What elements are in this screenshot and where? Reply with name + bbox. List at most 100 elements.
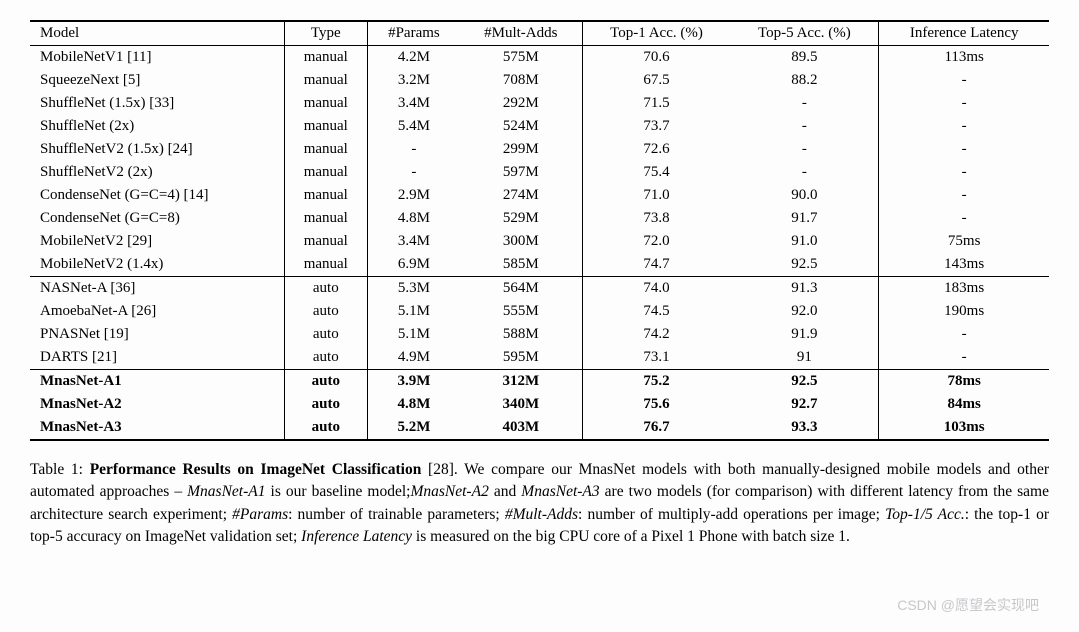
column-header: Model [30, 21, 284, 46]
table-cell: - [879, 323, 1049, 346]
table-cell: MnasNet-A1 [30, 370, 284, 394]
table-cell: auto [284, 323, 367, 346]
column-header: Inference Latency [879, 21, 1049, 46]
table-cell: MnasNet-A3 [30, 416, 284, 440]
table-cell: - [730, 115, 878, 138]
table-cell: 75ms [879, 230, 1049, 253]
table-cell: 71.0 [582, 184, 730, 207]
table-cell: MobileNetV2 [29] [30, 230, 284, 253]
table-cell: 183ms [879, 277, 1049, 301]
column-header: Top-1 Acc. (%) [582, 21, 730, 46]
table-cell: manual [284, 69, 367, 92]
table-row: DARTS [21]auto4.9M595M73.191- [30, 346, 1049, 370]
table-cell: ShuffleNet (2x) [30, 115, 284, 138]
table-cell: manual [284, 207, 367, 230]
table-cell: 2.9M [367, 184, 460, 207]
table-cell: 71.5 [582, 92, 730, 115]
caption-term-2: #Mult-Adds [505, 506, 578, 523]
table-body: MobileNetV1 [11]manual4.2M575M70.689.511… [30, 46, 1049, 441]
table-cell: 403M [460, 416, 582, 440]
table-cell: auto [284, 393, 367, 416]
table-cell: CondenseNet (G=C=8) [30, 207, 284, 230]
table-cell: - [879, 346, 1049, 370]
table-row: MnasNet-A2auto4.8M340M75.692.784ms [30, 393, 1049, 416]
table-cell: 91.3 [730, 277, 878, 301]
table-cell: manual [284, 138, 367, 161]
table-cell: 113ms [879, 46, 1049, 70]
table-cell: 597M [460, 161, 582, 184]
table-cell: SqueezeNext [5] [30, 69, 284, 92]
table-row: ShuffleNet (1.5x) [33]manual3.4M292M71.5… [30, 92, 1049, 115]
table-cell: 4.9M [367, 346, 460, 370]
table-cell: 3.4M [367, 92, 460, 115]
caption-text: and [489, 483, 521, 500]
table-cell: 585M [460, 253, 582, 277]
table-cell: 92.5 [730, 370, 878, 394]
table-cell: 5.2M [367, 416, 460, 440]
table-row: MnasNet-A3auto5.2M403M76.793.3103ms [30, 416, 1049, 440]
column-header: Type [284, 21, 367, 46]
table-cell: 93.3 [730, 416, 878, 440]
table-row: PNASNet [19]auto5.1M588M74.291.9- [30, 323, 1049, 346]
table-cell: auto [284, 346, 367, 370]
table-cell: 4.8M [367, 207, 460, 230]
table-cell: 5.1M [367, 300, 460, 323]
table-cell: 5.1M [367, 323, 460, 346]
table-cell: 88.2 [730, 69, 878, 92]
table-cell: - [730, 138, 878, 161]
table-header: ModelType#Params#Mult-AddsTop-1 Acc. (%)… [30, 21, 1049, 46]
table-row: ShuffleNetV2 (1.5x) [24]manual-299M72.6-… [30, 138, 1049, 161]
table-row: MobileNetV2 [29]manual3.4M300M72.091.075… [30, 230, 1049, 253]
table-row: CondenseNet (G=C=8)manual4.8M529M73.891.… [30, 207, 1049, 230]
table-cell: 299M [460, 138, 582, 161]
caption-term-3: Top-1/5 Acc. [885, 506, 965, 523]
table-row: SqueezeNext [5]manual3.2M708M67.588.2- [30, 69, 1049, 92]
table-cell: 91 [730, 346, 878, 370]
table-cell: 78ms [879, 370, 1049, 394]
table-cell: 73.7 [582, 115, 730, 138]
table-cell: 6.9M [367, 253, 460, 277]
table-cell: ShuffleNetV2 (2x) [30, 161, 284, 184]
table-row: ShuffleNetV2 (2x)manual-597M75.4-- [30, 161, 1049, 184]
table-cell: 74.5 [582, 300, 730, 323]
table-caption: Table 1: Performance Results on ImageNet… [30, 459, 1049, 549]
table-cell: - [730, 161, 878, 184]
table-cell: auto [284, 370, 367, 394]
table-cell: - [879, 69, 1049, 92]
table-cell: 190ms [879, 300, 1049, 323]
table-cell: ShuffleNetV2 (1.5x) [24] [30, 138, 284, 161]
table-cell: 72.0 [582, 230, 730, 253]
table-cell: 92.7 [730, 393, 878, 416]
table-cell: 3.2M [367, 69, 460, 92]
table-cell: 67.5 [582, 69, 730, 92]
table-cell: 84ms [879, 393, 1049, 416]
table-cell: 70.6 [582, 46, 730, 70]
table-cell: NASNet-A [36] [30, 277, 284, 301]
table-cell: MnasNet-A2 [30, 393, 284, 416]
table-cell: MobileNetV1 [11] [30, 46, 284, 70]
caption-text: is our baseline model; [265, 483, 410, 500]
table-cell: CondenseNet (G=C=4) [14] [30, 184, 284, 207]
caption-text: : number of trainable parameters; [288, 506, 505, 523]
table-row: CondenseNet (G=C=4) [14]manual2.9M274M71… [30, 184, 1049, 207]
table-cell: 3.9M [367, 370, 460, 394]
watermark: CSDN @愿望会实现吧 [897, 595, 1039, 615]
table-cell: MobileNetV2 (1.4x) [30, 253, 284, 277]
table-cell: - [879, 207, 1049, 230]
caption-term-4: Inference Latency [301, 528, 412, 545]
table-cell: 76.7 [582, 416, 730, 440]
caption-term-1: #Params [232, 506, 288, 523]
caption-model-1: MnasNet-A1 [187, 483, 265, 500]
table-cell: ShuffleNet (1.5x) [33] [30, 92, 284, 115]
table-cell: 300M [460, 230, 582, 253]
table-row: MobileNetV1 [11]manual4.2M575M70.689.511… [30, 46, 1049, 70]
table-cell: auto [284, 277, 367, 301]
table-cell: 708M [460, 69, 582, 92]
table-cell: 312M [460, 370, 582, 394]
table-cell: 73.8 [582, 207, 730, 230]
caption-model-3: MnasNet-A3 [521, 483, 599, 500]
table-row: NASNet-A [36]auto5.3M564M74.091.3183ms [30, 277, 1049, 301]
table-cell: - [879, 138, 1049, 161]
table-cell: 74.2 [582, 323, 730, 346]
table-cell: 73.1 [582, 346, 730, 370]
